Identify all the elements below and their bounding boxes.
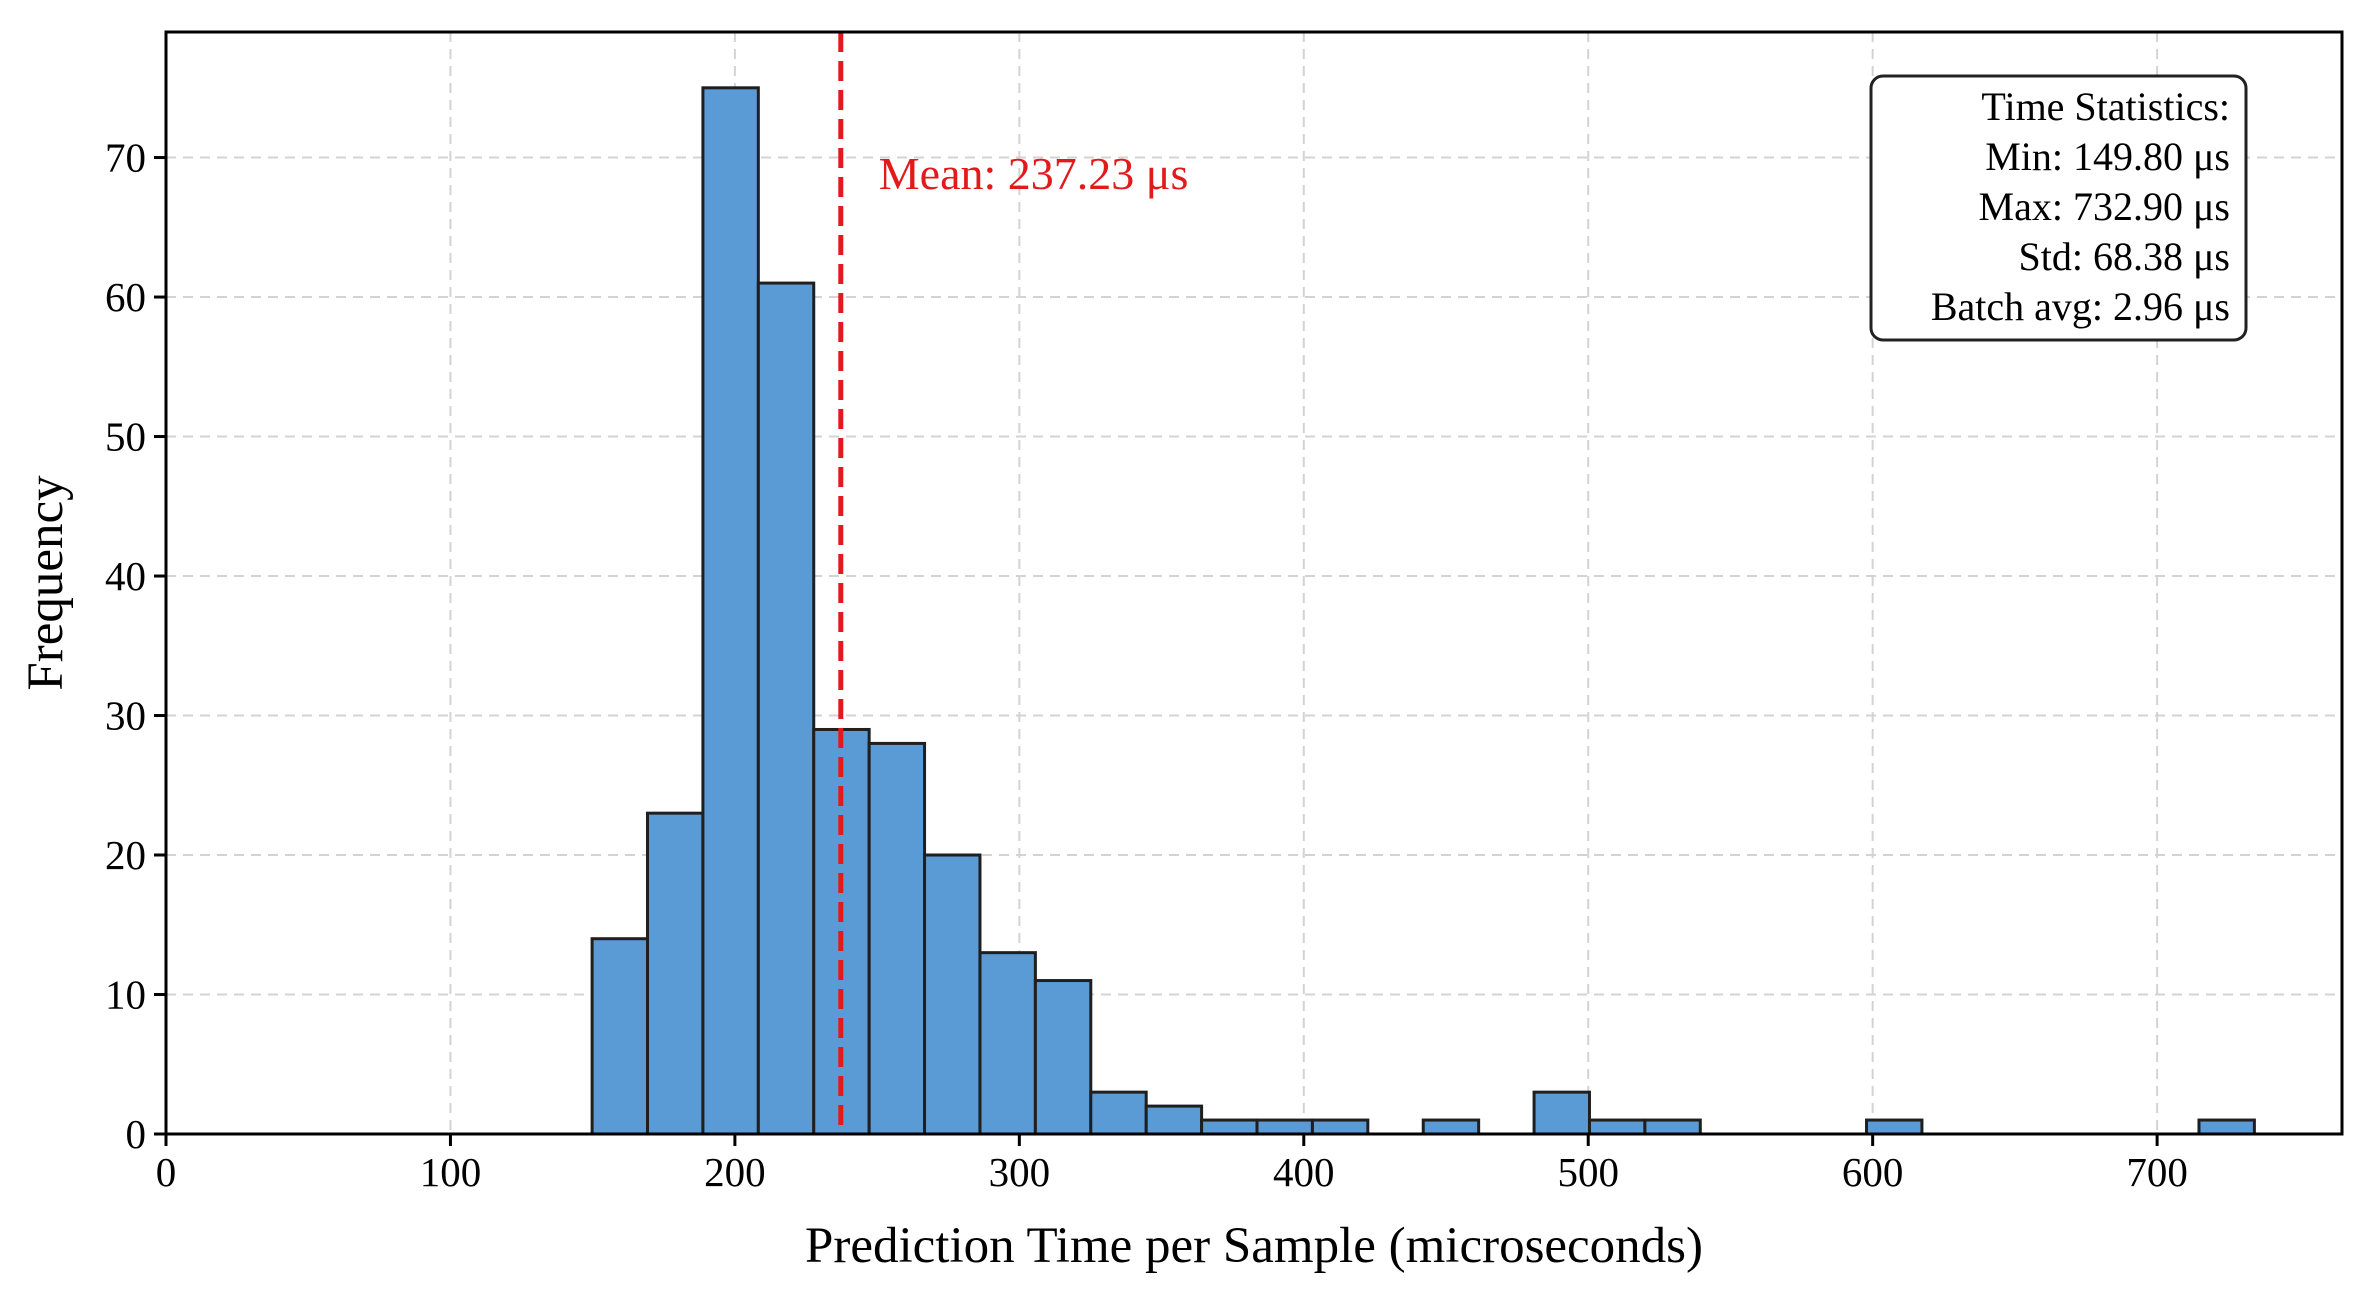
histogram-bar	[1089, 1090, 1148, 1136]
histogram-bar	[646, 811, 705, 1136]
histogram-bar	[1310, 1118, 1370, 1136]
mean-marker: Mean: 237.23 μs	[838, 32, 1189, 1134]
stats-title: Time Statistics:	[1981, 84, 2230, 129]
stats-max: Max: 732.90 μs	[1979, 184, 2230, 229]
x-tick-label: 300	[989, 1149, 1051, 1195]
y-tick-label: 10	[105, 972, 146, 1018]
x-tick-label: 600	[1842, 1149, 1904, 1195]
x-tick-label: 500	[1557, 1149, 1619, 1195]
stats-box: Time Statistics: Min: 149.80 μs Max: 732…	[1869, 74, 2248, 342]
x-tick-label: 100	[420, 1149, 482, 1195]
y-tick-label: 30	[105, 693, 146, 739]
histogram-bar	[701, 86, 760, 1136]
histogram-bar	[1643, 1118, 1702, 1136]
histogram-bar	[1255, 1118, 1314, 1136]
x-axis-title: Prediction Time per Sample (microseconds…	[805, 1218, 1703, 1274]
histogram-bars	[590, 86, 2256, 1136]
y-tick-label: 40	[105, 553, 146, 599]
plot-frame	[164, 30, 2344, 1136]
x-tick-label: 700	[2126, 1149, 2188, 1195]
histogram-bar	[1865, 1118, 1924, 1136]
histogram-bar	[1532, 1090, 1591, 1136]
histogram-bar	[867, 741, 927, 1136]
y-axis-title: Frequency	[18, 475, 74, 691]
histogram-bar	[1033, 979, 1093, 1136]
x-tick-label: 400	[1273, 1149, 1335, 1195]
histogram-bar	[1200, 1118, 1259, 1136]
histogram-bar	[756, 281, 816, 1136]
histogram-bar	[923, 853, 982, 1136]
stats-batch-avg: Batch avg: 2.96 μs	[1931, 284, 2230, 329]
histogram-bar	[590, 937, 650, 1136]
x-tick-label: 0	[156, 1149, 177, 1195]
y-tick-label: 60	[105, 274, 146, 320]
y-tick-label: 70	[105, 135, 146, 181]
histogram-bar	[1421, 1118, 1481, 1136]
x-tick-label: 200	[704, 1149, 766, 1195]
stats-min: Min: 149.80 μs	[1985, 134, 2230, 179]
stats-box-frame	[1869, 74, 2248, 342]
y-tick-label: 50	[105, 414, 146, 460]
histogram-bar	[1587, 1118, 1647, 1136]
histogram-bar	[2197, 1118, 2256, 1136]
histogram-bar	[978, 951, 1037, 1136]
histogram-bar	[1144, 1104, 1204, 1136]
axis-ticks: 0 100 200 300 400 500 600 700 0 10 20 30 40 50 60 70	[105, 135, 2188, 1195]
stats-std: Std: 68.38 μs	[2019, 234, 2230, 279]
y-tick-label: 20	[105, 832, 146, 878]
mean-label: Mean: 237.23 μs	[879, 148, 1189, 199]
y-tick-label: 0	[126, 1111, 147, 1157]
